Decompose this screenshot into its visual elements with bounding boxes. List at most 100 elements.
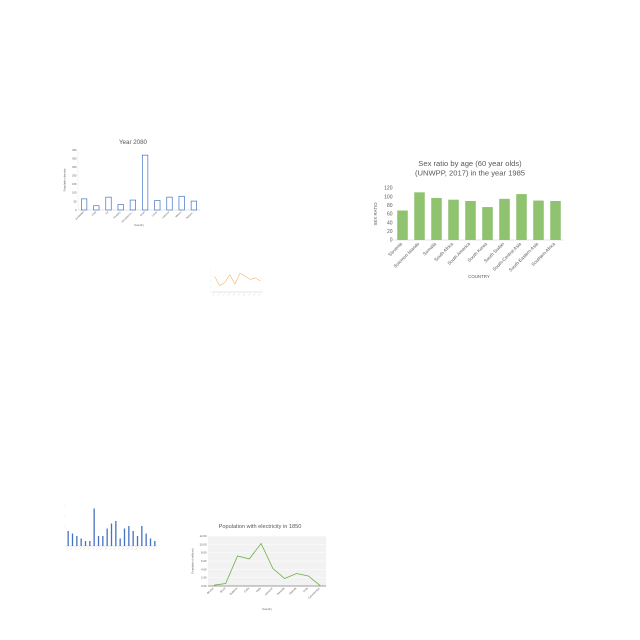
x-tick [135,547,138,550]
y-tick-label: 100 [384,194,393,200]
bar [89,541,91,546]
y-tick-label: 120 [384,186,393,192]
series-line [213,542,321,586]
bar [190,200,197,211]
y-tick-label: 300 [72,156,77,160]
sex-ratio-chart: Sex ratio by age (60 year olds) (UNWPP, 2… [372,156,568,280]
x-tick [83,547,86,550]
x-tick [212,293,215,296]
x-tick [74,547,77,550]
x-tick [87,547,90,550]
bar [106,528,108,546]
y-tick-label: 0.00 [201,584,207,588]
bar [533,200,544,240]
x-tick [148,547,151,550]
x-tick [131,547,134,550]
y-tick-label: 200 [72,174,77,178]
y-tick-label: 60 [387,212,393,218]
x-tick-label: Rwanda [276,586,286,596]
x-tick [227,293,230,296]
bar [178,195,185,211]
x-tick-label: Lebanon [264,586,274,596]
x-tick-label: Cuba [243,586,251,594]
y-tick-label: 100 [72,191,77,195]
x-tick-label: Bulgaria [229,586,239,596]
bar [550,201,561,240]
bar [499,198,510,240]
y-tick-label: 150 [72,182,77,186]
y-tick-label: 20 [387,229,393,235]
x-tick [79,547,82,550]
x-tick [139,547,142,550]
y-tick-label: 10.00 [200,542,207,546]
x-tick [152,547,155,550]
small-bar-chart [54,498,160,560]
y-tick-label: 0 [390,238,393,244]
c4-svg [64,505,157,550]
x-axis-title: COUNTRY [468,274,490,279]
x-tick-label: Israel [140,210,147,217]
bar [71,533,74,546]
bar [482,207,493,240]
x-axis-title: Country [134,223,144,227]
x-tick-label: India [255,586,262,593]
bar [136,536,139,546]
y-tick-label: 4.00 [201,567,207,571]
bar [129,199,136,211]
c2-svg: Sex ratio by age (60 year olds)(UNWPP, 2… [373,159,564,279]
bar [154,200,161,211]
x-tick-label: Iran (Islamic... [121,211,134,224]
x-tick [243,293,246,296]
bar [431,197,442,240]
c1-svg: Year 2080 0 50 100 150 200 250 300 350 Zimbabwe Ch… [63,139,200,227]
bar [516,194,527,240]
bar [93,508,95,546]
chart-title: Population with electricity in 1850 [219,524,302,530]
bar [97,536,100,546]
bar [115,521,117,546]
x-tick [232,293,236,296]
bar [448,199,459,240]
y-tick-label: 250 [72,165,77,169]
x-tick-label: Lebanon [162,210,171,219]
bar [145,533,147,546]
y-tick-label: 6.00 [201,559,207,563]
x-tick [96,547,99,550]
bar [117,204,124,211]
bar [128,526,130,546]
x-tick [258,293,261,296]
bar [123,528,126,546]
chart-title: Year 2080 [119,139,148,146]
y-axis-title: SEX RATIO [373,202,378,226]
x-tick [217,293,220,296]
bar [93,205,100,211]
x-tick [100,547,103,550]
bar [154,541,156,546]
bar [166,196,173,211]
y-tick-label: 2.00 [201,576,207,580]
x-tick [66,547,69,550]
x-tick-label: South-Eastern Asia [508,241,540,273]
x-axis-title: Country [262,607,272,611]
c5-svg: Population with electricity in 1850 0.00 2… [191,524,326,611]
chart-title: Sex ratio by age (60 year olds) [418,159,522,168]
y-tick-label: 12.00 [200,534,207,538]
x-tick [105,547,108,550]
x-tick [144,547,147,550]
bar [102,536,104,546]
x-tick [70,547,73,550]
bar [142,154,149,211]
bar [132,531,134,546]
x-tick-label: Chile [302,586,309,593]
x-tick [248,293,251,296]
x-tick [118,547,121,550]
x-tick [92,547,95,550]
x-tick [222,293,225,296]
bar [110,523,113,546]
x-tick [109,547,112,550]
bar [397,210,408,240]
x-tick [237,293,241,296]
y-tick-label: 8.00 [201,551,207,555]
x-tick-label: Bhutan [206,586,215,595]
y-tick-label: 50 [74,199,77,203]
